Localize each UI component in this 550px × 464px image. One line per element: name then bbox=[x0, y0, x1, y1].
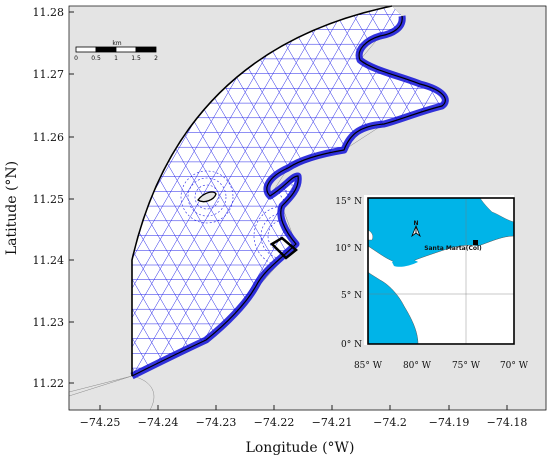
inset-frame bbox=[367, 197, 515, 345]
santa-marta-label: Santa Marta(Col) bbox=[424, 245, 482, 252]
scale-bar: km 0 0.5 1 1.5 2 bbox=[74, 40, 158, 62]
scale-bar-label-3: 1.5 bbox=[131, 55, 141, 62]
x-tick-label: −74.25 bbox=[80, 416, 121, 429]
scale-bar-label-2: 1 bbox=[114, 55, 118, 62]
x-tick-label: −74.19 bbox=[429, 416, 470, 429]
y-axis: 11.28 11.27 11.26 11.25 11.24 11.23 11.2… bbox=[33, 6, 74, 390]
y-tick-label: 11.27 bbox=[33, 68, 65, 81]
plot-frame bbox=[68, 5, 547, 411]
x-axis: −74.25 −74.24 −74.23 −74.22 −74.21 −74.2… bbox=[80, 405, 528, 429]
y-tick-label: 11.26 bbox=[33, 131, 65, 144]
inset-y-tick: 15° N bbox=[335, 197, 362, 207]
x-tick-label: −74.22 bbox=[254, 416, 295, 429]
north-arrow-label: N bbox=[413, 220, 418, 227]
inset-land-central-america bbox=[367, 229, 373, 241]
island bbox=[197, 191, 217, 203]
x-tick-label: −74.24 bbox=[138, 416, 179, 429]
inset-y-tick: 10° N bbox=[335, 244, 362, 254]
coastal-refinement-edge bbox=[131, 15, 446, 377]
mesh-refinement-ring bbox=[180, 170, 234, 224]
x-tick-label: −74.2 bbox=[373, 416, 407, 429]
inset-x-tick: 75° W bbox=[452, 361, 481, 371]
north-arrow-icon: N bbox=[411, 220, 421, 238]
inset-y-tick: 5° N bbox=[341, 291, 362, 301]
inset-x-tick: 70° W bbox=[500, 361, 529, 371]
y-tick-label: 11.23 bbox=[33, 316, 65, 329]
scale-bar-unit: km bbox=[112, 40, 121, 47]
y-tick-label: 11.28 bbox=[33, 6, 65, 19]
x-tick-label: −74.21 bbox=[312, 416, 353, 429]
scale-bar-label-4: 2 bbox=[154, 55, 158, 62]
santa-marta-marker bbox=[473, 240, 478, 245]
inset-gulf bbox=[392, 259, 418, 267]
inset-land-islands bbox=[479, 197, 515, 223]
mesh-domain bbox=[132, 6, 446, 376]
x-tick-label: −74.18 bbox=[487, 416, 528, 429]
inset-y-tick: 0° N bbox=[341, 340, 362, 350]
inset-x-tick: 85° W bbox=[354, 361, 383, 371]
inset-map: Santa Marta(Col) N 15° N 10° N 5° N 0° N… bbox=[335, 195, 529, 371]
x-tick-label: −74.23 bbox=[196, 416, 237, 429]
open-boundary bbox=[131, 5, 393, 376]
scale-bar-label-0: 0 bbox=[74, 55, 78, 62]
y-tick-label: 11.22 bbox=[33, 377, 65, 390]
mesh-refinement-ring bbox=[187, 177, 227, 217]
y-axis-label: Latitude (°N) bbox=[4, 161, 20, 255]
x-axis-label: Longitude (°W) bbox=[246, 440, 355, 456]
harbour-structure bbox=[269, 236, 298, 260]
y-tick-label: 11.25 bbox=[33, 193, 65, 206]
y-tick-label: 11.24 bbox=[33, 254, 65, 267]
inset-x-tick: 80° W bbox=[403, 361, 432, 371]
scale-bar-label-1: 0.5 bbox=[91, 55, 101, 62]
mesh-refinement-ring bbox=[194, 184, 220, 210]
